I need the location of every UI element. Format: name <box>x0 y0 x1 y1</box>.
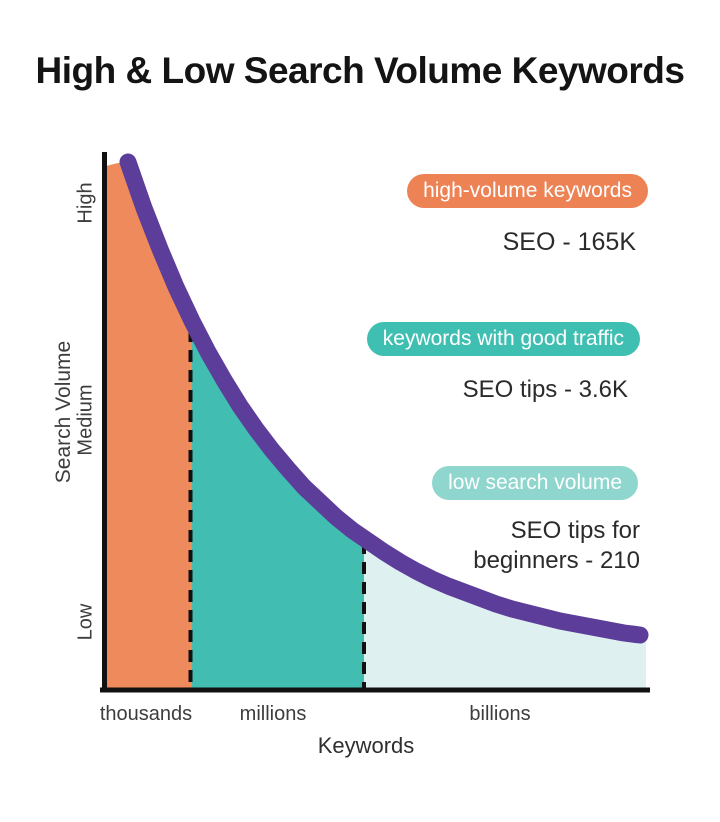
y-axis-title: Search Volume <box>52 340 75 484</box>
x-tick-millions: millions <box>239 703 307 725</box>
chart-title: High & Low Search Volume Keywords <box>35 50 685 91</box>
badge-good-traffic-keywords: keywords with good traffic <box>366 322 640 356</box>
y-tick-high: High <box>74 182 97 224</box>
value-good-traffic: SEO tips - 3.6K <box>462 376 628 403</box>
value-low-line-2: beginners - 210 <box>473 547 640 574</box>
long-tail-curve <box>119 153 649 644</box>
x-axis-title: Keywords <box>317 733 415 758</box>
value-high-volume: SEO - 165K <box>502 228 636 256</box>
area-millions <box>192 162 364 690</box>
value-low-search-volume: SEO tips for beginners - 210 <box>473 516 640 576</box>
y-tick-low: Low <box>74 603 97 641</box>
y-tick-medium: Medium <box>74 384 97 456</box>
x-tick-thousands: thousands <box>99 703 193 725</box>
value-low-line-1: SEO tips for <box>510 517 640 544</box>
badge-high-volume-keywords: high-volume keywords <box>407 174 648 208</box>
x-tick-billions: billions <box>469 703 531 725</box>
badge-low-search-volume: low search volume <box>432 466 638 500</box>
